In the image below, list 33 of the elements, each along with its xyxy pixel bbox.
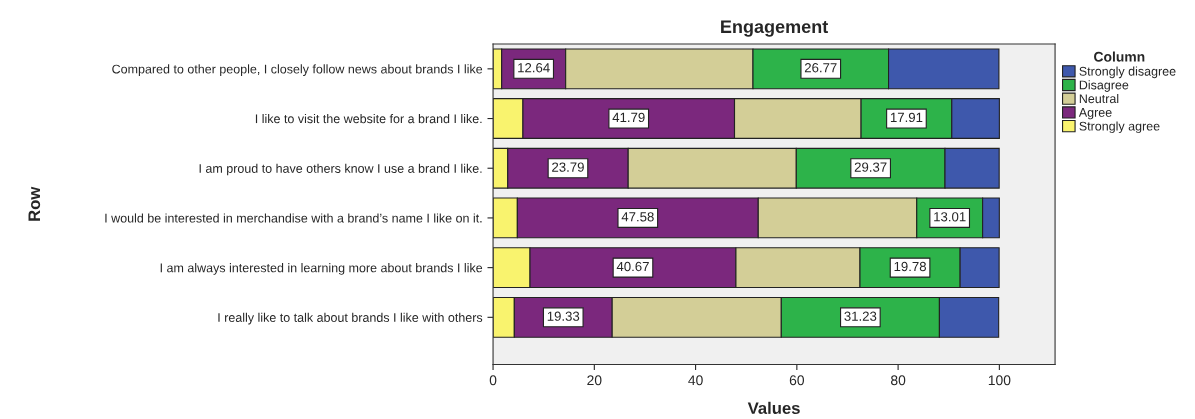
y-tick-label: Compared to other people, I closely follow news about brands I like [112,64,483,76]
legend-title: Column [1094,51,1145,62]
data-label: 19.78 [894,261,926,272]
legend-label: Strongly agree [1079,121,1160,134]
legend-label: Neutral [1079,93,1119,104]
data-label: 31.23 [844,311,877,321]
data-label: 23.79 [552,162,584,172]
x-tick-label: 60 [789,375,805,386]
legend-label: Disagree [1079,80,1129,92]
x-tick-label: 20 [587,375,602,386]
y-axis-title: Row [28,186,41,221]
x-tick-label: 80 [890,375,906,386]
x-axis-title: Values [747,401,800,415]
data-label: 13.01 [934,212,966,222]
legend-label: Strongly disagree [1079,66,1176,79]
y-tick-label: I really like to talk about brands I like with others [218,312,483,325]
data-label: 41.79 [612,112,645,123]
y-tick-label: I am always interested in learning more about brands I like [160,263,483,275]
y-tick-label: I like to visit the website for a brand I like. [255,114,482,124]
data-label: 17.91 [890,112,923,123]
data-label: 47.58 [621,212,654,222]
data-label: 12.64 [518,63,550,73]
legend-label: Agree [1078,108,1112,120]
y-tick-label: I would be interested in merchandise with a brand’s name I like on it. [105,213,482,223]
x-tick-label: 100 [988,375,1011,386]
chart-title: Engagement [721,20,829,37]
x-tick-label: 40 [688,375,703,386]
data-label: 26.77 [804,63,837,73]
data-label: 29.37 [854,162,887,172]
y-tick-label: I am proud to have others know I use a brand I like. [199,163,482,176]
x-tick-label: 0 [489,375,497,386]
data-label: 40.67 [616,261,649,272]
data-label: 19.33 [547,311,580,321]
